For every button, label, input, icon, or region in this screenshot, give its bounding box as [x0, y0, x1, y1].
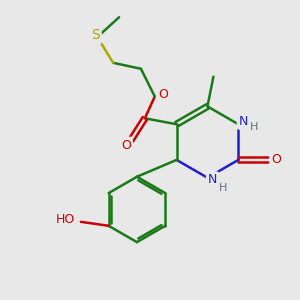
Text: N: N: [238, 115, 248, 128]
Text: H: H: [250, 122, 258, 132]
Text: HO: HO: [56, 213, 75, 226]
Text: S: S: [91, 28, 100, 42]
Text: N: N: [208, 173, 217, 186]
Text: O: O: [158, 88, 168, 101]
Text: O: O: [271, 153, 281, 167]
Text: O: O: [121, 139, 131, 152]
Text: H: H: [219, 183, 227, 193]
